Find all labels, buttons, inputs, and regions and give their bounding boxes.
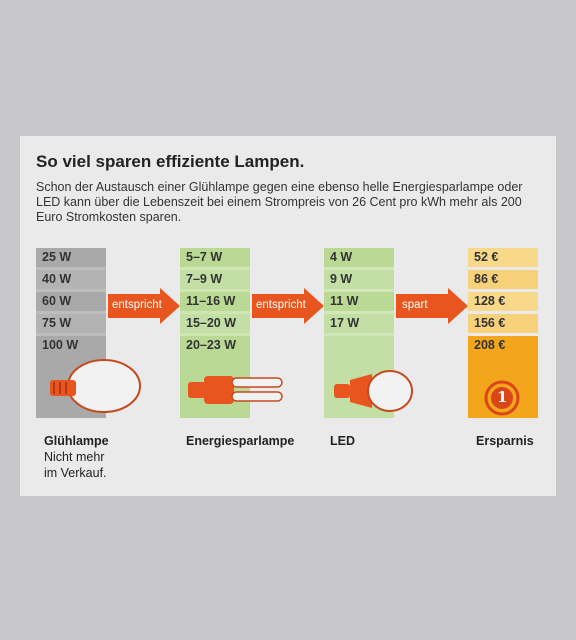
energiesparlampe-row: 15–20 W xyxy=(186,316,237,330)
led-icon xyxy=(334,370,413,412)
intro-text: Schon der Austausch einer Glühlampe gege… xyxy=(36,180,523,224)
gluehlampe-row: 100 W xyxy=(42,338,79,352)
gluehlampe-note-2: im Verkauf. xyxy=(44,466,107,480)
gluehlampe-row: 40 W xyxy=(42,272,72,286)
gluehlampe-icon xyxy=(50,359,141,413)
gluehlampe-row: 25 W xyxy=(42,250,72,264)
number-one-badge-icon xyxy=(484,380,520,416)
energiesparlampe-row: 11–16 W xyxy=(186,294,236,308)
arrow-label-1: entspricht xyxy=(112,299,162,311)
led-row: 9 W xyxy=(330,272,353,286)
entspricht-arrow-2 xyxy=(252,288,324,324)
infographic-card: So viel sparen effiziente Lampen. Schon … xyxy=(20,136,556,496)
led-row: 11 W xyxy=(330,294,359,308)
energiesparlampe-row: 20–23 W xyxy=(186,338,237,352)
led-row: 4 W xyxy=(330,250,353,264)
energiesparlampe-icon xyxy=(188,376,283,404)
ersparnis-row: 128 € xyxy=(474,294,506,308)
entspricht-arrow-1 xyxy=(108,288,180,324)
page-title: So viel sparen effiziente Lampen. xyxy=(36,152,305,171)
ersparnis-row: 52 € xyxy=(474,250,499,264)
ersparnis-row: 208 € xyxy=(474,338,506,352)
spart-arrow xyxy=(396,288,468,324)
gluehlampe-label: Glühlampe xyxy=(44,434,109,448)
arrow-label-3: spart xyxy=(402,299,428,311)
ersparnis-row: 86 € xyxy=(474,272,499,286)
gluehlampe-note-1: Nicht mehr xyxy=(44,450,105,464)
led-label: LED xyxy=(330,434,355,448)
ersparnis-row: 156 € xyxy=(474,316,506,330)
ersparnis-label: Ersparnis xyxy=(476,434,534,448)
led-row: 17 W xyxy=(330,316,360,330)
badge-number: 1 xyxy=(497,388,508,406)
energiesparlampe-row: 7–9 W xyxy=(186,272,223,286)
energiesparlampe-label: Energiesparlampe xyxy=(186,434,295,448)
energiesparlampe-row: 5–7 W xyxy=(186,250,223,264)
gluehlampe-row: 75 W xyxy=(42,316,72,330)
gluehlampe-row: 60 W xyxy=(42,294,72,308)
arrow-label-2: entspricht xyxy=(256,299,306,311)
